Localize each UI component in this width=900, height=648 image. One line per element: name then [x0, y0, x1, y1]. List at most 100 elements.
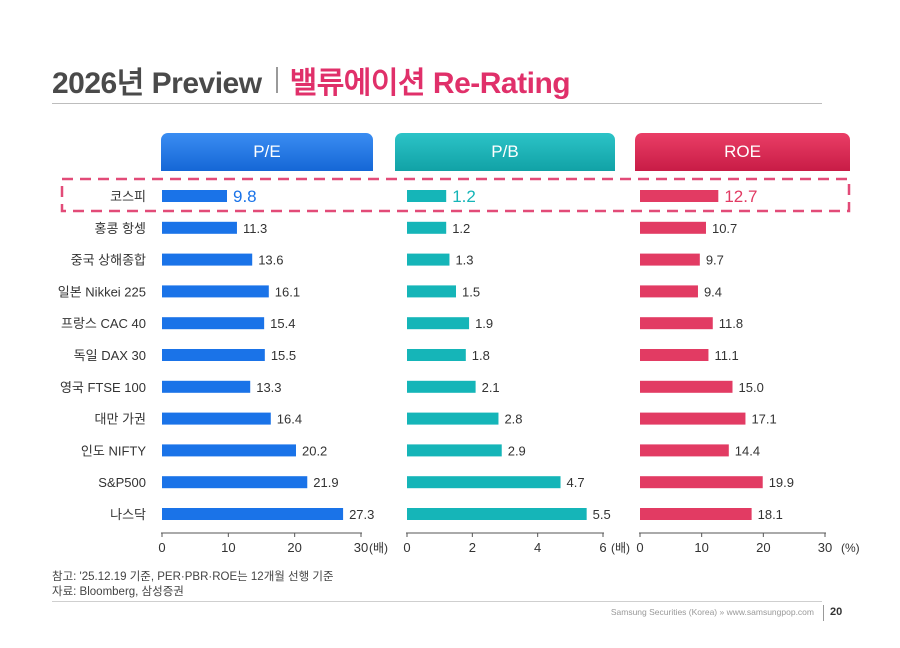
category-label: 독일 DAX 30	[74, 348, 146, 363]
title-divider	[52, 103, 822, 104]
tick-label-pb: 6	[599, 540, 606, 555]
tick-label-pb: 2	[469, 540, 476, 555]
value-label-pe: 27.3	[349, 507, 374, 522]
bar-roe	[640, 412, 746, 425]
bar-pb	[407, 317, 470, 330]
bar-roe	[640, 476, 763, 489]
title-separator	[275, 67, 278, 93]
bar-roe	[640, 380, 733, 393]
value-label-pe: 16.1	[275, 284, 300, 299]
title-subtitle: 밸류에이션 Re-Rating	[289, 67, 571, 100]
value-label-pb: 1.8	[472, 348, 490, 363]
value-label-roe: 11.8	[719, 316, 743, 331]
value-label-roe: 14.4	[735, 443, 760, 458]
note-source: 자료: Bloomberg, 삼성증권	[52, 586, 184, 598]
value-label-pb: 4.7	[567, 475, 585, 490]
panel-header-pe: P/E	[161, 133, 373, 171]
value-label-pe: 9.8	[233, 187, 257, 206]
tick-label-roe: 10	[694, 540, 708, 555]
value-label-pe: 16.4	[277, 412, 302, 427]
unit-label-pb: (배)	[611, 541, 630, 555]
bar-pe	[162, 508, 344, 520]
unit-label-roe: (%)	[841, 541, 860, 555]
bar-pe	[162, 380, 251, 393]
bar-pe	[162, 190, 228, 202]
value-label-pe: 21.9	[313, 475, 338, 490]
value-label-pb: 1.2	[452, 187, 476, 206]
value-label-roe: 19.9	[769, 475, 794, 490]
value-label-pb: 2.1	[482, 380, 500, 395]
category-label: 인도 NIFTY	[81, 443, 146, 458]
value-label-roe: 12.7	[724, 187, 757, 206]
panel-header-pb: P/B	[395, 133, 615, 171]
bar-pe	[162, 412, 271, 425]
tick-label-pe: 30	[354, 540, 368, 555]
tick-label-pe: 20	[287, 540, 301, 555]
tick-label-pe: 10	[221, 540, 235, 555]
value-label-pe: 13.3	[256, 380, 281, 395]
bar-pb	[407, 508, 587, 520]
value-label-pb: 1.3	[455, 253, 473, 268]
bar-pb	[407, 444, 502, 457]
bar-pb	[407, 221, 447, 234]
category-label: 프랑스 CAC 40	[61, 316, 146, 331]
highlight-box	[60, 177, 851, 213]
page-number: 20	[830, 606, 843, 618]
bar-roe	[640, 444, 729, 457]
category-label: 홍콩 항셍	[95, 221, 146, 236]
bar-pe	[162, 444, 296, 457]
bar-pe	[162, 349, 265, 361]
tick-label-pb: 4	[534, 540, 541, 555]
bar-roe	[640, 221, 706, 234]
value-label-roe: 10.7	[712, 221, 737, 236]
tick-label-roe: 30	[818, 540, 832, 555]
bar-pb	[407, 476, 561, 489]
title-main: 2026년 Preview	[52, 67, 262, 100]
value-label-pe: 15.4	[270, 316, 295, 331]
value-label-pb: 1.5	[462, 284, 480, 299]
category-label: 나스닥	[110, 507, 146, 522]
bar-pe	[162, 317, 265, 330]
value-label-roe: 18.1	[758, 507, 783, 522]
value-label-pe: 20.2	[302, 443, 327, 458]
bar-pb	[407, 285, 456, 298]
value-label-roe: 15.0	[739, 380, 764, 395]
value-label-roe: 9.4	[704, 284, 722, 299]
bar-pe	[162, 476, 308, 489]
category-label: 일본 Nikkei 225	[58, 284, 146, 299]
bar-roe	[640, 253, 700, 266]
value-label-pb: 5.5	[593, 507, 611, 522]
category-label: 영국 FTSE 100	[60, 380, 146, 395]
bar-pb	[407, 253, 450, 266]
value-label-pe: 11.3	[243, 221, 267, 236]
value-label-roe: 9.7	[706, 253, 724, 268]
bar-pb	[407, 190, 447, 202]
category-label: S&P500	[98, 475, 146, 490]
tick-label-roe: 0	[636, 540, 643, 555]
category-label: 중국 상해종합	[71, 253, 146, 268]
value-label-roe: 11.1	[714, 348, 738, 363]
tick-label-pe: 0	[158, 540, 165, 555]
value-label-pb: 1.9	[475, 316, 493, 331]
bar-pb	[407, 380, 476, 393]
bar-roe	[640, 508, 752, 520]
bar-pb	[407, 412, 499, 425]
value-label-pb: 2.9	[508, 443, 526, 458]
panel-header-roe: ROE	[635, 133, 850, 171]
note-reference: 참고: '25.12.19 기준, PER·PBR·ROE는 12개월 선행 기…	[52, 571, 334, 583]
unit-label-pe: (배)	[369, 541, 388, 555]
category-label: 코스피	[110, 189, 146, 204]
bar-pe	[162, 253, 253, 266]
bar-roe	[640, 317, 713, 330]
slide-title: 2026년 Preview 밸류에이션 Re-Rating	[52, 58, 571, 102]
value-label-pb: 1.2	[452, 221, 470, 236]
footer-separator	[823, 605, 824, 621]
category-label: 대만 가권	[95, 412, 146, 427]
value-label-roe: 17.1	[751, 412, 776, 427]
value-label-pb: 2.8	[504, 412, 522, 427]
bar-roe	[640, 190, 719, 202]
bar-pb	[407, 349, 466, 361]
footer-source: Samsung Securities (Korea) » www.samsung…	[610, 607, 814, 617]
bar-pe	[162, 221, 237, 234]
